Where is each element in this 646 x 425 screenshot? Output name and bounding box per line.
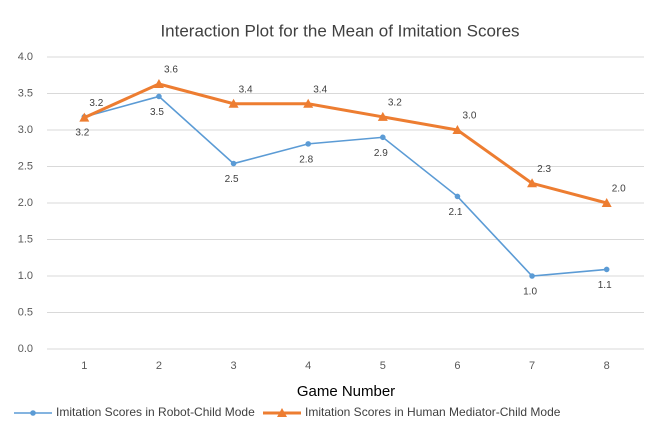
data-label: 2.1: [448, 207, 462, 218]
y-tick-label: 2.5: [18, 160, 33, 172]
data-label: 1.0: [523, 287, 537, 298]
x-axis-title: Game Number: [297, 383, 395, 400]
data-point: [454, 193, 461, 200]
y-tick-label: 3.5: [18, 87, 33, 99]
data-point: [303, 98, 314, 108]
data-point: [230, 160, 237, 167]
data-point: [380, 134, 386, 141]
y-tick-label: 2.0: [18, 197, 33, 209]
legend-marker: [30, 410, 36, 416]
data-point: [156, 93, 162, 100]
series-line: [83, 82, 608, 205]
x-tick-label: 7: [529, 360, 535, 372]
data-label: 3.0: [462, 111, 476, 122]
y-tick-label: 3.0: [18, 124, 33, 136]
data-label: 3.2: [388, 98, 402, 109]
chart-title: Interaction Plot for the Mean of Imitati…: [160, 21, 519, 40]
data-label: 1.1: [598, 280, 612, 291]
y-tick-label: 1.0: [18, 270, 33, 282]
data-point: [79, 112, 90, 122]
data-label: 3.6: [164, 65, 178, 76]
data-label: 3.2: [75, 128, 89, 139]
data-point: [228, 98, 239, 108]
data-label: 2.3: [537, 164, 551, 175]
data-point: [153, 79, 164, 89]
data-point: [527, 178, 538, 188]
data-label: 3.5: [150, 107, 164, 118]
legend-marker: [277, 408, 287, 417]
data-point: [529, 273, 535, 279]
y-tick-label: 4.0: [18, 51, 33, 63]
series-line: [84, 95, 607, 277]
y-tick-label: 0.5: [18, 306, 33, 318]
x-tick-label: 3: [231, 360, 237, 372]
data-point: [305, 141, 311, 147]
y-tick-label: 0.0: [18, 343, 33, 355]
data-label: 2.0: [612, 184, 626, 195]
data-label: 2.5: [225, 174, 239, 185]
data-label: 3.2: [89, 98, 103, 109]
data-label: 2.8: [299, 155, 313, 166]
data-point: [601, 198, 612, 207]
data-point: [452, 125, 463, 134]
legend-label: Imitation Scores in Human Mediator-Child…: [305, 405, 561, 419]
legend-label: Imitation Scores in Robot-Child Mode: [56, 405, 255, 419]
data-label: 3.4: [239, 84, 253, 95]
x-tick-label: 1: [81, 360, 87, 372]
x-tick-label: 2: [156, 360, 162, 372]
y-tick-label: 1.5: [18, 233, 33, 245]
x-tick-label: 5: [380, 360, 386, 372]
data-point: [377, 111, 388, 121]
x-tick-label: 8: [604, 360, 610, 372]
data-label: 2.9: [374, 148, 388, 159]
data-point: [603, 266, 610, 273]
x-tick-label: 4: [305, 360, 311, 372]
x-tick-label: 6: [454, 360, 460, 372]
data-label: 3.4: [313, 84, 327, 95]
